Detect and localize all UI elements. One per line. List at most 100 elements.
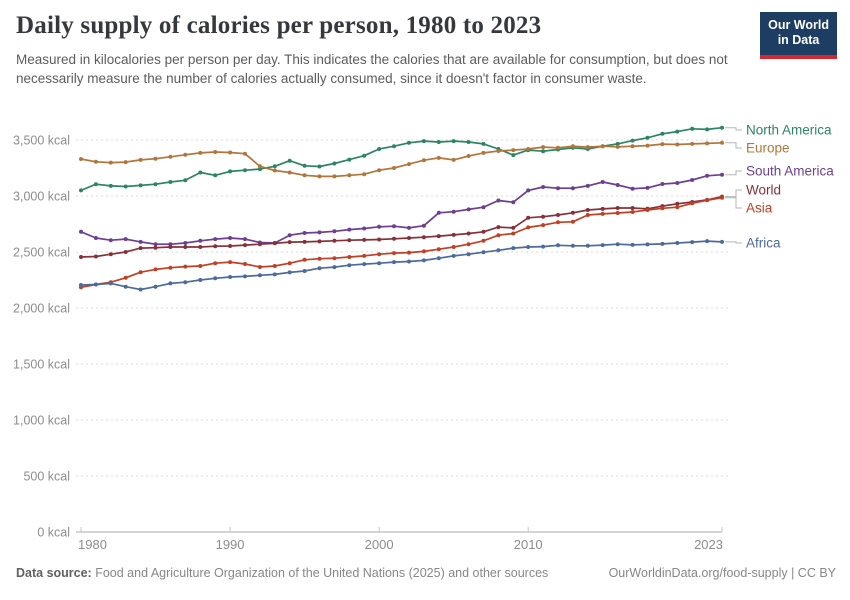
- data-point-world[interactable]: [541, 214, 546, 219]
- data-point-north-america[interactable]: [108, 183, 113, 188]
- data-point-europe[interactable]: [93, 159, 98, 164]
- data-point-north-america[interactable]: [690, 126, 695, 131]
- data-point-world[interactable]: [481, 229, 486, 234]
- data-point-south-america[interactable]: [600, 180, 605, 184]
- data-point-north-america[interactable]: [436, 140, 441, 144]
- data-point-north-america[interactable]: [720, 125, 724, 130]
- data-point-africa[interactable]: [93, 282, 98, 287]
- data-point-south-america[interactable]: [153, 242, 158, 247]
- data-point-asia[interactable]: [585, 213, 590, 217]
- data-point-africa[interactable]: [720, 239, 724, 244]
- data-point-europe[interactable]: [466, 154, 471, 158]
- data-point-world[interactable]: [362, 237, 367, 242]
- series-line-asia[interactable]: [80, 196, 723, 289]
- data-point-africa[interactable]: [123, 284, 128, 289]
- data-point-africa[interactable]: [362, 262, 367, 267]
- data-point-north-america[interactable]: [168, 180, 173, 184]
- data-point-africa[interactable]: [213, 276, 218, 281]
- data-point-south-america[interactable]: [79, 229, 83, 234]
- data-point-europe[interactable]: [213, 150, 218, 154]
- data-point-europe[interactable]: [481, 150, 486, 155]
- data-point-africa[interactable]: [302, 269, 307, 273]
- data-point-south-america[interactable]: [183, 241, 188, 245]
- data-point-europe[interactable]: [302, 173, 307, 178]
- data-point-asia[interactable]: [287, 261, 292, 266]
- data-point-africa[interactable]: [436, 256, 441, 261]
- data-point-world[interactable]: [272, 241, 277, 246]
- data-point-europe[interactable]: [556, 145, 560, 150]
- legend-label-asia[interactable]: Asia: [746, 201, 773, 216]
- data-point-africa[interactable]: [660, 241, 665, 246]
- data-point-europe[interactable]: [392, 166, 396, 170]
- data-point-europe[interactable]: [272, 168, 277, 173]
- data-point-europe[interactable]: [183, 152, 188, 157]
- data-point-north-america[interactable]: [630, 138, 635, 143]
- data-point-asia[interactable]: [213, 261, 218, 266]
- data-point-world[interactable]: [287, 240, 292, 245]
- data-point-world[interactable]: [183, 245, 188, 249]
- data-point-south-america[interactable]: [556, 186, 560, 191]
- data-point-world[interactable]: [421, 235, 426, 240]
- data-point-africa[interactable]: [451, 253, 456, 258]
- data-point-world[interactable]: [138, 246, 143, 251]
- data-point-south-america[interactable]: [705, 173, 710, 178]
- legend-label-world[interactable]: World: [746, 183, 781, 198]
- data-point-south-america[interactable]: [585, 183, 590, 188]
- data-point-europe[interactable]: [705, 141, 710, 146]
- data-point-asia[interactable]: [302, 257, 307, 262]
- data-point-asia[interactable]: [362, 253, 367, 258]
- data-point-europe[interactable]: [660, 142, 665, 147]
- data-point-north-america[interactable]: [362, 153, 367, 158]
- data-point-asia[interactable]: [451, 245, 456, 249]
- data-point-south-america[interactable]: [570, 186, 575, 191]
- data-point-south-america[interactable]: [421, 223, 426, 228]
- data-point-europe[interactable]: [585, 145, 590, 150]
- data-point-south-america[interactable]: [362, 226, 367, 231]
- data-point-south-america[interactable]: [347, 227, 352, 232]
- legend-label-south-america[interactable]: South America: [746, 164, 834, 179]
- data-point-asia[interactable]: [541, 223, 546, 228]
- data-point-north-america[interactable]: [615, 141, 620, 146]
- data-point-africa[interactable]: [287, 270, 292, 275]
- data-point-europe[interactable]: [511, 148, 516, 153]
- data-point-world[interactable]: [526, 215, 531, 220]
- data-point-south-america[interactable]: [407, 225, 411, 230]
- data-point-africa[interactable]: [481, 250, 486, 255]
- series-line-south-america[interactable]: [80, 173, 723, 246]
- data-point-africa[interactable]: [421, 258, 426, 263]
- data-point-north-america[interactable]: [198, 170, 203, 175]
- data-point-asia[interactable]: [630, 210, 635, 214]
- data-point-asia[interactable]: [123, 275, 128, 280]
- data-point-europe[interactable]: [436, 155, 441, 160]
- data-point-south-america[interactable]: [630, 186, 635, 191]
- data-point-asia[interactable]: [198, 264, 203, 268]
- data-point-world[interactable]: [123, 250, 128, 254]
- data-point-africa[interactable]: [600, 243, 605, 248]
- data-point-africa[interactable]: [690, 240, 695, 245]
- data-point-africa[interactable]: [332, 265, 337, 270]
- data-point-europe[interactable]: [228, 150, 233, 155]
- data-point-south-america[interactable]: [451, 209, 456, 214]
- data-point-africa[interactable]: [108, 281, 113, 286]
- data-point-north-america[interactable]: [257, 167, 262, 172]
- data-point-europe[interactable]: [79, 157, 83, 161]
- data-point-africa[interactable]: [570, 243, 575, 248]
- data-point-world[interactable]: [436, 234, 441, 239]
- data-point-north-america[interactable]: [541, 149, 546, 154]
- data-point-europe[interactable]: [630, 144, 635, 149]
- data-point-north-america[interactable]: [243, 168, 247, 173]
- data-point-world[interactable]: [407, 236, 411, 240]
- data-point-asia[interactable]: [690, 201, 695, 206]
- data-point-north-america[interactable]: [138, 183, 143, 188]
- data-point-africa[interactable]: [556, 243, 560, 248]
- data-point-south-america[interactable]: [377, 224, 382, 229]
- data-point-europe[interactable]: [615, 144, 620, 149]
- data-point-europe[interactable]: [138, 157, 143, 162]
- data-point-africa[interactable]: [466, 252, 471, 257]
- data-point-north-america[interactable]: [347, 157, 352, 162]
- data-point-north-america[interactable]: [451, 139, 456, 144]
- data-point-europe[interactable]: [451, 157, 456, 162]
- data-point-europe[interactable]: [675, 142, 680, 147]
- data-point-south-america[interactable]: [392, 224, 396, 229]
- data-point-north-america[interactable]: [660, 131, 665, 136]
